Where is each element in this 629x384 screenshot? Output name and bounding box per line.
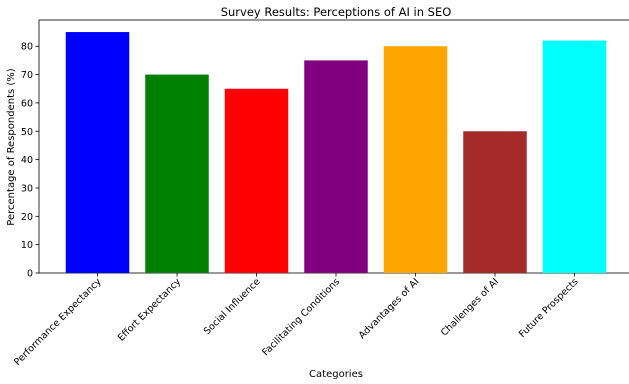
y-tick-label: 10: [21, 240, 33, 251]
y-tick-label: 40: [21, 155, 33, 166]
bar-facilitating-conditions: [304, 60, 368, 273]
y-tick-label: 80: [21, 42, 33, 53]
x-tick-label: Social Influence: [202, 276, 263, 337]
x-tick-label: Advantages of AI: [357, 276, 422, 341]
x-axis-ticks: Performance Expectancy Effort Expectancy S…: [12, 273, 581, 368]
y-tick-label: 0: [27, 269, 33, 280]
x-tick-label: Facilitating Conditions: [260, 276, 342, 358]
chart-title: Survey Results: Perceptions of AI in SEO: [221, 5, 452, 19]
y-tick-label: 30: [21, 183, 33, 194]
x-tick-label: Effort Expectancy: [116, 276, 184, 344]
y-tick-label: 60: [21, 98, 33, 109]
y-axis-label: Percentage of Respondents (%): [6, 68, 17, 225]
y-axis-ticks: 0 10 20 30 40 50 60 70 80: [21, 42, 39, 280]
x-tick-label: Challenges of AI: [439, 276, 501, 338]
x-axis-label: Categories: [309, 369, 363, 380]
bar-advantages-of-ai: [383, 46, 448, 274]
bar-challenges-of-ai: [463, 131, 527, 273]
bar-effort-expectancy: [145, 74, 209, 273]
bar-performance-expectancy: [65, 32, 130, 273]
y-tick-label: 70: [21, 70, 33, 81]
bar-social-influence: [224, 88, 289, 273]
y-tick-label: 20: [21, 212, 33, 223]
y-tick-label: 50: [21, 127, 33, 138]
x-tick-label: Future Prospects: [517, 276, 581, 340]
bar-group: [65, 32, 607, 274]
x-tick-label: Performance Expectancy: [12, 276, 104, 368]
bar-future-prospects: [542, 40, 607, 273]
